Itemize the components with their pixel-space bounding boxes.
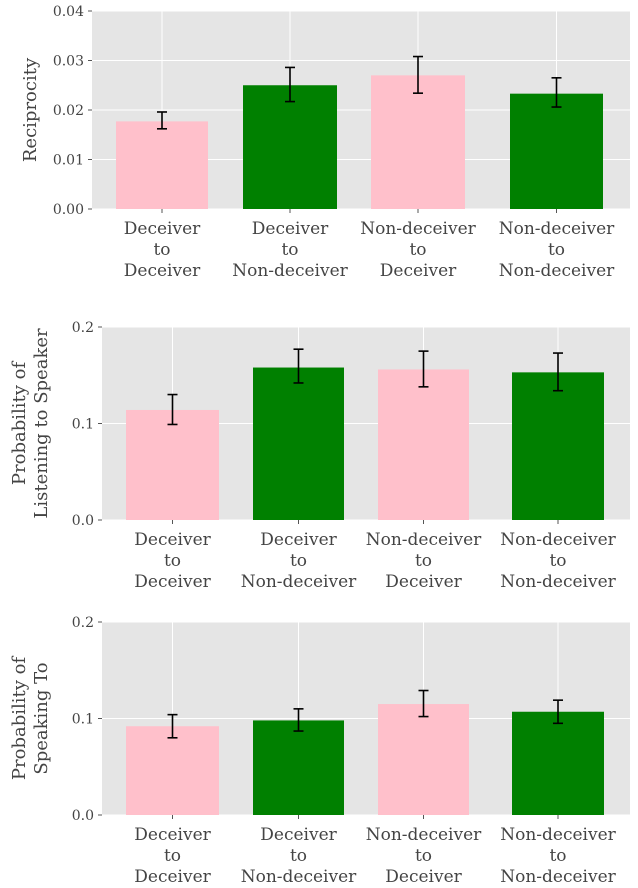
y-tick-label: 0.00 bbox=[53, 202, 84, 218]
x-tick-label-line: Deceiver bbox=[134, 572, 211, 592]
x-tick-label-line: to bbox=[153, 240, 170, 260]
y-tick-label: 0.04 bbox=[53, 4, 84, 20]
y-axis-label: Probability of bbox=[9, 656, 30, 781]
x-tick-label-line: Deceiver bbox=[134, 530, 211, 550]
bar bbox=[243, 85, 337, 209]
y-axis-label: Listening to Speaker bbox=[31, 328, 52, 519]
y-tick-label: 0.1 bbox=[72, 417, 94, 433]
y-tick-label: 0.1 bbox=[72, 712, 94, 728]
x-tick-label-line: to bbox=[549, 551, 566, 571]
x-tick-label-line: to bbox=[549, 846, 566, 866]
x-tick-label: Deceiver to Non-deceiver bbox=[241, 530, 357, 592]
y-tick-label: 0.0 bbox=[72, 808, 94, 824]
x-tick-label-line: to bbox=[290, 846, 307, 866]
bar bbox=[126, 409, 219, 520]
x-tick-label-line: Non-deceiver bbox=[500, 572, 616, 592]
x-tick-label-line: to bbox=[290, 551, 307, 571]
x-tick-label-line: Non-deceiver bbox=[241, 867, 357, 887]
x-tick-label-line: Deceiver bbox=[385, 572, 462, 592]
x-tick-label-line: Deceiver bbox=[124, 261, 201, 281]
x-tick-label-line: Deceiver bbox=[134, 867, 211, 887]
bar bbox=[253, 367, 344, 520]
x-tick-label: Non-deceiver to Deceiver bbox=[360, 219, 476, 281]
y-tick-label: 0.2 bbox=[72, 615, 94, 631]
x-tick-label-line: Non-deceiver bbox=[499, 261, 615, 281]
x-tick-label-line: Non-deceiver bbox=[366, 530, 482, 550]
y-axis-label: Probability of bbox=[9, 361, 30, 486]
x-tick-label-line: Non-deceiver bbox=[241, 572, 357, 592]
x-tick-label: Deceiver to Deceiver bbox=[134, 825, 211, 887]
y-tick-label: 0.03 bbox=[53, 54, 84, 70]
x-tick-label: Deceiver to Non-deceiver bbox=[232, 219, 348, 281]
x-tick-label-line: Non-deceiver bbox=[366, 825, 482, 845]
x-tick-label: Non-deceiver to Non-deceiver bbox=[499, 219, 615, 281]
y-tick-label: 0.02 bbox=[53, 103, 84, 119]
x-tick-label-line: to bbox=[415, 551, 432, 571]
bar bbox=[510, 93, 603, 209]
x-tick-label-line: Non-deceiver bbox=[500, 867, 616, 887]
x-tick-label-line: Non-deceiver bbox=[500, 825, 616, 845]
x-tick-label-line: to bbox=[164, 551, 181, 571]
x-tick-label-line: Deceiver bbox=[380, 261, 457, 281]
x-tick-label: Deceiver to Non-deceiver bbox=[241, 825, 357, 887]
x-tick-label-line: to bbox=[164, 846, 181, 866]
x-tick-label-line: Deceiver bbox=[134, 825, 211, 845]
bar bbox=[371, 75, 465, 209]
x-tick-label-line: Deceiver bbox=[260, 530, 337, 550]
x-tick-label: Deceiver to Deceiver bbox=[134, 530, 211, 592]
x-tick-label: Non-deceiver to Deceiver bbox=[366, 530, 482, 592]
y-axis-label: Reciprocity bbox=[20, 57, 41, 162]
x-tick-label-line: Non-deceiver bbox=[500, 530, 616, 550]
y-tick-label: 0.01 bbox=[53, 153, 84, 169]
bar bbox=[126, 726, 219, 815]
y-tick-label: 0.2 bbox=[72, 320, 94, 336]
x-tick-label: Non-deceiver to Deceiver bbox=[366, 825, 482, 887]
x-tick-label-line: to bbox=[281, 240, 298, 260]
x-tick-label-line: Deceiver bbox=[260, 825, 337, 845]
bar bbox=[512, 372, 604, 520]
bar bbox=[253, 720, 344, 815]
x-tick-label-line: to bbox=[409, 240, 426, 260]
x-tick-label-line: Deceiver bbox=[252, 219, 329, 239]
x-tick-label-line: Non-deceiver bbox=[360, 219, 476, 239]
x-tick-label-line: Deceiver bbox=[124, 219, 201, 239]
x-tick-label: Deceiver to Deceiver bbox=[124, 219, 201, 281]
x-tick-label-line: Non-deceiver bbox=[499, 219, 615, 239]
x-tick-label-line: to bbox=[548, 240, 565, 260]
y-axis-label: Speaking To bbox=[31, 662, 52, 774]
x-tick-label: Non-deceiver to Non-deceiver bbox=[500, 530, 616, 592]
bar bbox=[116, 121, 208, 209]
x-tick-label-line: to bbox=[415, 846, 432, 866]
x-tick-label-line: Deceiver bbox=[385, 867, 462, 887]
y-tick-label: 0.0 bbox=[72, 513, 94, 529]
bar bbox=[512, 711, 604, 815]
bar bbox=[378, 704, 469, 815]
x-tick-label-line: Non-deceiver bbox=[232, 261, 348, 281]
bar bbox=[378, 369, 469, 520]
x-tick-label: Non-deceiver to Non-deceiver bbox=[500, 825, 616, 887]
